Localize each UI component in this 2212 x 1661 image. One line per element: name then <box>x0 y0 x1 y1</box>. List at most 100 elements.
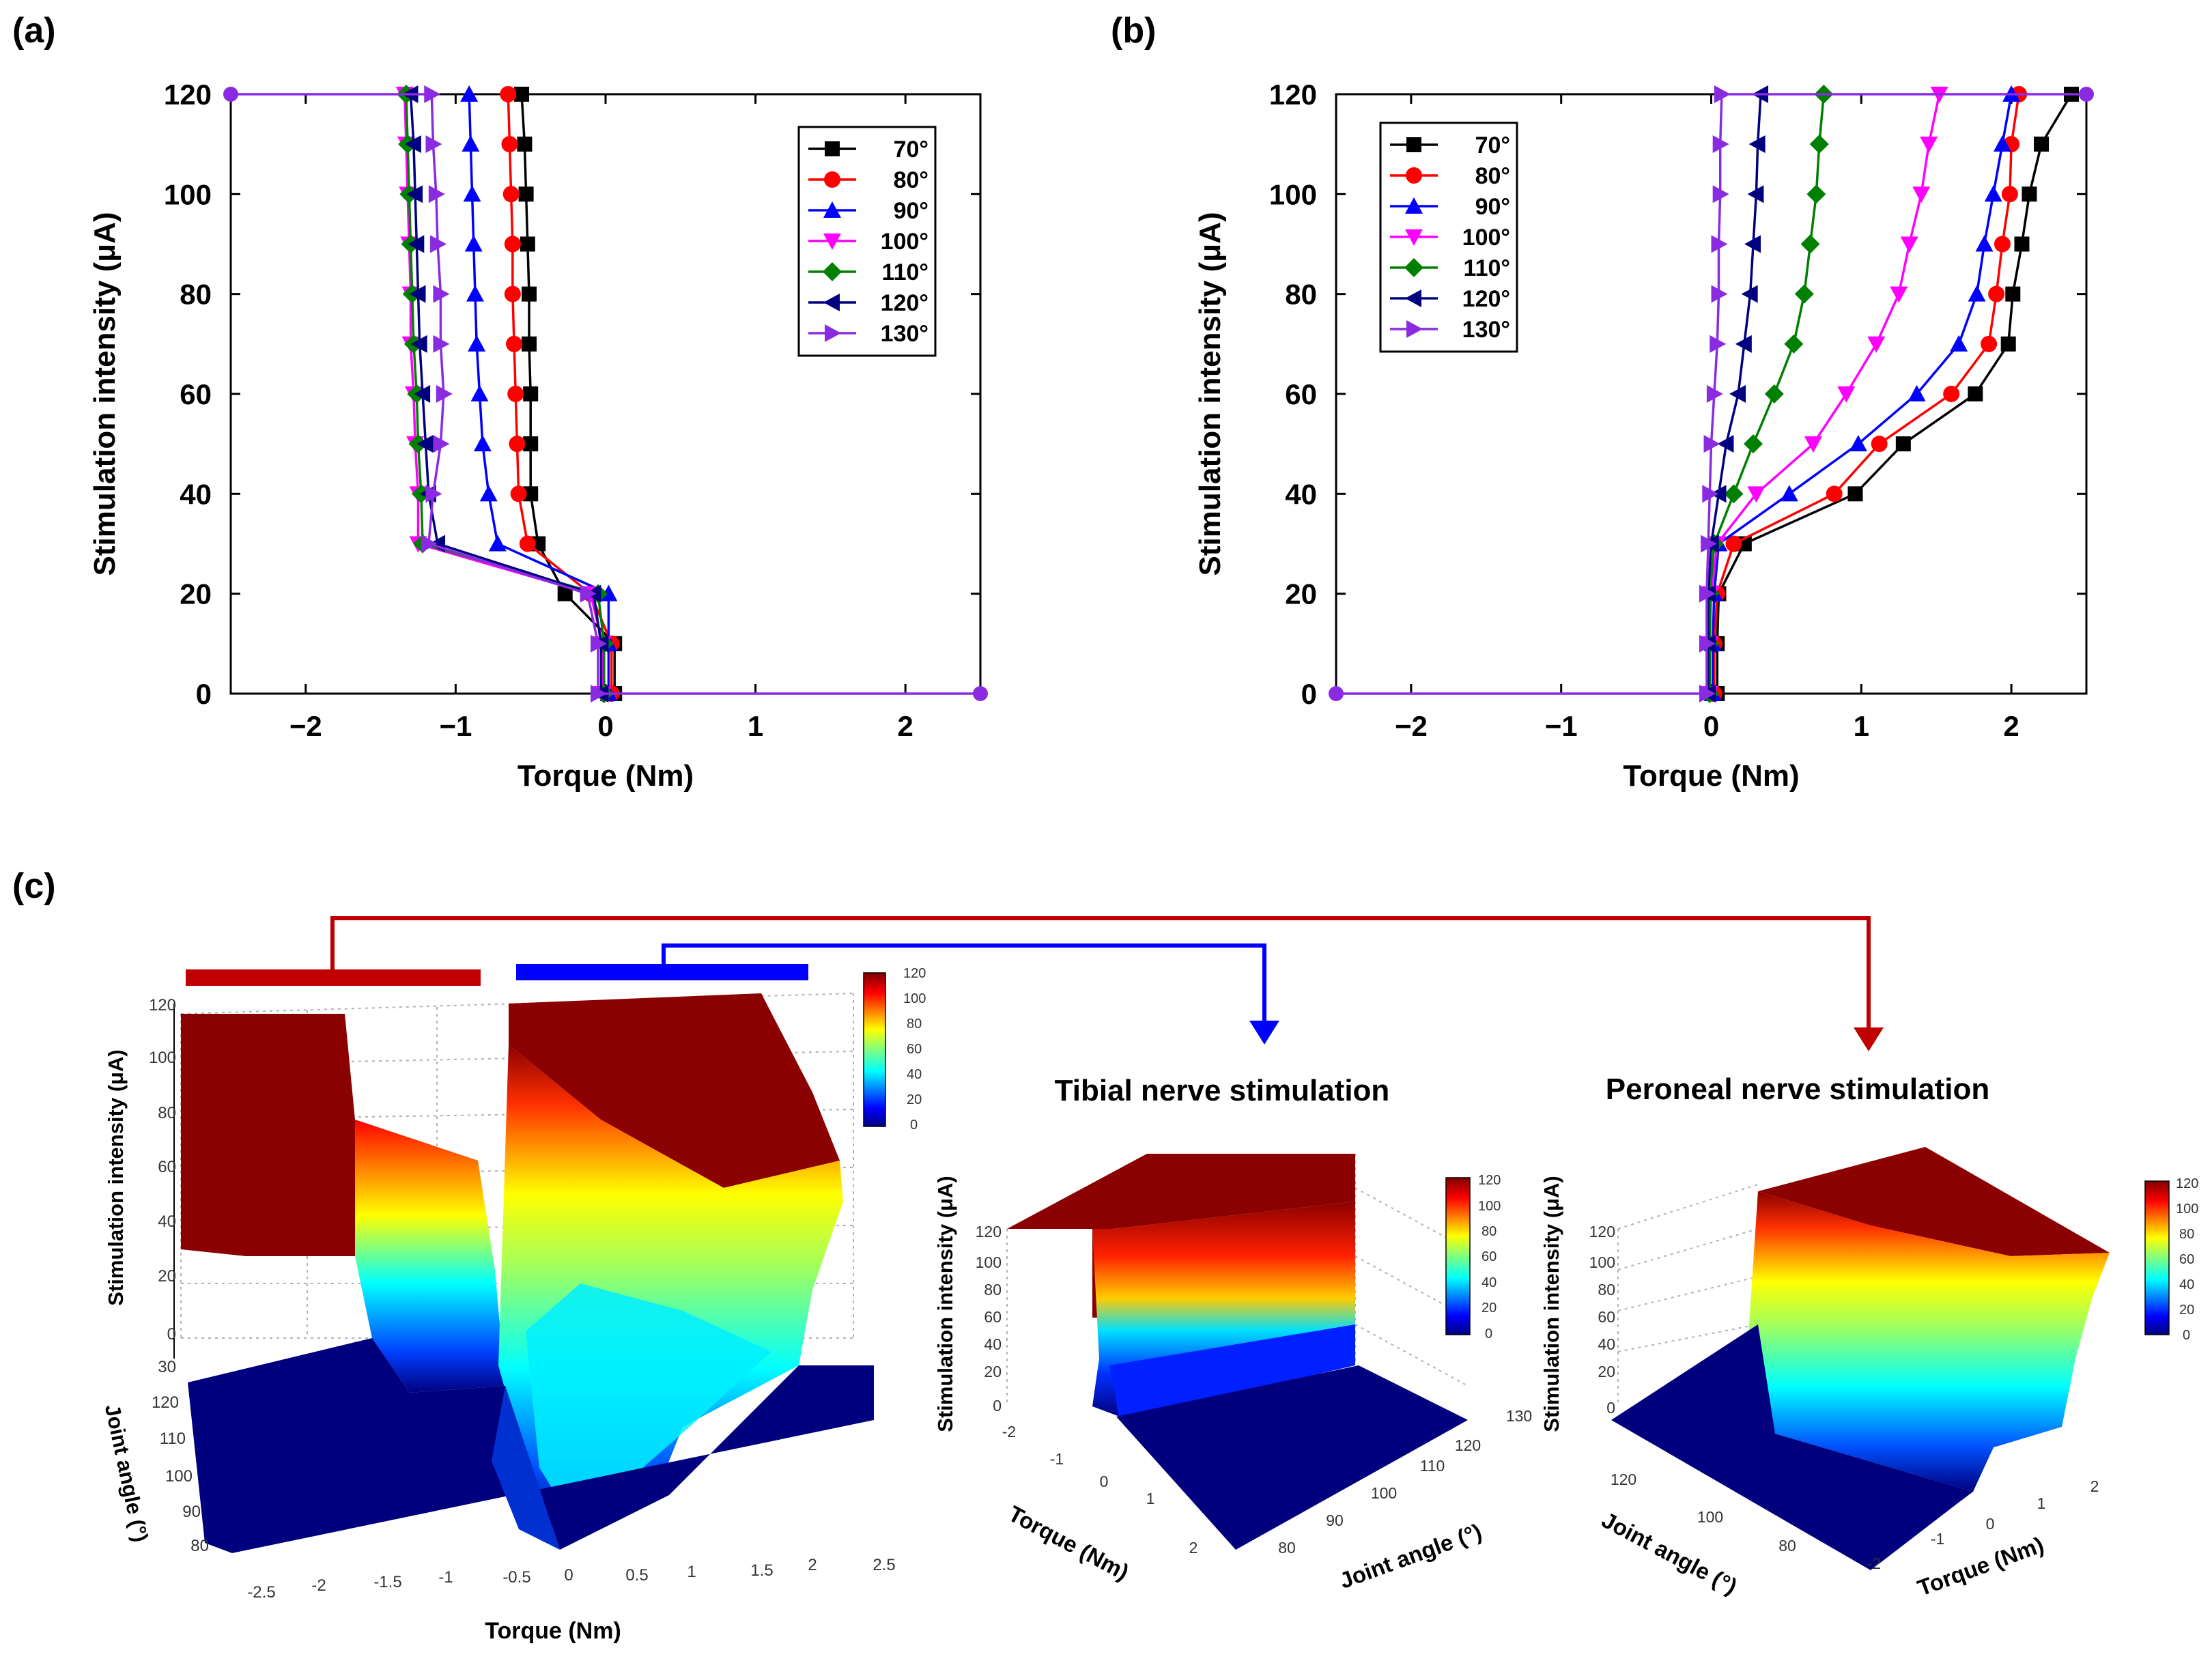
tibial-angle-label: Joint angle (°) <box>1336 1518 1485 1593</box>
svg-text:120: 120 <box>2176 1176 2198 1191</box>
data-point <box>1809 134 1829 154</box>
svg-text:80: 80 <box>1778 1537 1796 1554</box>
y-tick-label: 80 <box>1285 279 1317 311</box>
data-point <box>522 336 537 352</box>
data-point <box>580 584 597 603</box>
svg-text:20: 20 <box>984 1363 1002 1380</box>
data-point <box>421 535 438 553</box>
svg-text:0: 0 <box>1606 1399 1615 1417</box>
extreme-data-point <box>223 87 238 102</box>
svg-text:2: 2 <box>2090 1477 2099 1495</box>
data-point <box>519 535 536 552</box>
data-point <box>2001 186 2018 203</box>
y-tick-label: 100 <box>164 178 212 210</box>
legend-label: 130° <box>881 321 928 347</box>
svg-text:20: 20 <box>1598 1363 1615 1380</box>
data-point <box>1847 486 1863 502</box>
main-z-label: Stimulation intensity (μA) <box>104 1049 128 1305</box>
data-point <box>406 185 423 203</box>
svg-text:100: 100 <box>149 1049 176 1067</box>
legend-marker <box>1406 167 1422 184</box>
svg-text:20: 20 <box>2179 1303 2194 1318</box>
y-axis-label: Stimulation intensity (μA) <box>1193 212 1227 576</box>
data-point <box>436 385 453 403</box>
data-point <box>1950 335 1968 352</box>
main-x-label: Torque (Nm) <box>485 1618 621 1644</box>
data-point <box>1871 436 1888 453</box>
svg-text:100: 100 <box>1589 1253 1615 1271</box>
data-point <box>410 335 427 353</box>
main-z-ticks: 120 100 80 60 40 20 0 <box>149 996 176 1344</box>
peroneal-3d-surface: Peroneal nerve stimulation 120 100 80 60… <box>1540 1073 2198 1601</box>
x-tick-label: −2 <box>289 710 322 742</box>
data-point <box>517 137 533 152</box>
data-point <box>1712 185 1729 203</box>
legend-label: 80° <box>1475 163 1510 189</box>
data-point <box>510 485 527 502</box>
svg-text:60: 60 <box>158 1158 176 1176</box>
svg-text:120: 120 <box>1478 1173 1501 1188</box>
data-point <box>1764 384 1784 403</box>
legend-marker <box>825 141 840 156</box>
x-axis-label: Torque (Nm) <box>517 759 694 793</box>
svg-text:120: 120 <box>152 1393 179 1412</box>
peroneal-x-ticks: -2 -1 0 1 2 <box>1867 1477 2099 1572</box>
svg-text:40: 40 <box>984 1335 1002 1353</box>
y-tick-label: 20 <box>1285 578 1317 610</box>
data-point <box>1724 484 1744 504</box>
data-point <box>2034 137 2050 152</box>
data-point <box>1794 284 1814 304</box>
data-point <box>1699 685 1716 702</box>
data-point <box>1993 135 2011 152</box>
x-tick-label: −2 <box>1395 710 1428 742</box>
svg-text:80: 80 <box>2179 1227 2194 1242</box>
data-point <box>1981 335 1998 352</box>
peroneal-plateau <box>1758 1147 2110 1256</box>
data-point <box>1890 286 1908 303</box>
data-point <box>502 186 520 203</box>
svg-text:-2: -2 <box>311 1576 326 1595</box>
data-point <box>404 135 421 154</box>
data-point <box>424 85 441 103</box>
data-point <box>1710 335 1727 353</box>
legend-marker <box>1406 320 1423 338</box>
data-point <box>523 386 539 401</box>
x-tick-label: 1 <box>1854 710 1869 742</box>
svg-text:90: 90 <box>1326 1511 1344 1529</box>
tibial-bracket-bar <box>516 964 808 980</box>
data-point <box>504 285 521 302</box>
svg-text:100: 100 <box>903 991 926 1006</box>
data-point <box>1975 235 1994 252</box>
svg-text:0: 0 <box>1100 1473 1109 1490</box>
peroneal-colorbar <box>2144 1180 2170 1335</box>
svg-text:120: 120 <box>1611 1471 1636 1488</box>
y-tick-label: 120 <box>1269 79 1317 111</box>
tibial-arrowhead-icon <box>1249 1021 1279 1045</box>
svg-text:40: 40 <box>1598 1335 1615 1353</box>
data-point <box>2022 186 2037 202</box>
data-point <box>1988 285 2005 302</box>
y-tick-label: 40 <box>180 478 212 510</box>
svg-text:80: 80 <box>907 1017 922 1032</box>
data-point <box>1908 385 1926 401</box>
data-point <box>460 85 479 102</box>
main-negative-wall <box>355 1120 505 1393</box>
x-tick-label: 1 <box>748 710 763 742</box>
svg-text:-2: -2 <box>1867 1554 1881 1572</box>
svg-text:0.5: 0.5 <box>625 1566 648 1585</box>
data-point <box>1744 235 1761 253</box>
tibial-blue-band <box>1109 1324 1355 1420</box>
data-point <box>1984 185 2002 202</box>
legend-label: 90° <box>894 198 928 224</box>
svg-text:60: 60 <box>907 1042 922 1057</box>
data-point <box>2014 236 2030 252</box>
data-point <box>479 485 498 502</box>
data-point <box>2005 286 2021 302</box>
data-point <box>523 436 539 452</box>
data-point <box>433 335 450 353</box>
svg-text:-0.5: -0.5 <box>502 1568 530 1587</box>
data-point <box>504 236 521 253</box>
svg-text:0: 0 <box>167 1325 176 1344</box>
